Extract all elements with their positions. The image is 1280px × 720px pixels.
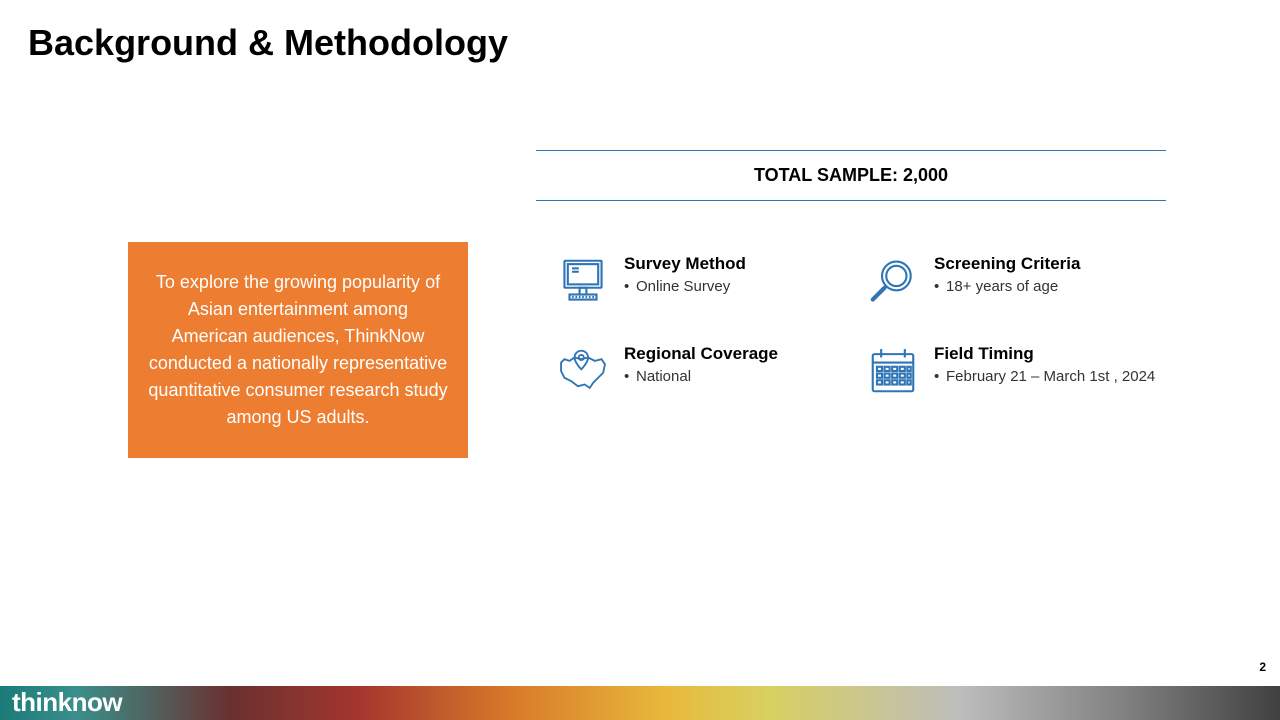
page-title: Background & Methodology bbox=[28, 22, 508, 64]
regional-label: Regional Coverage bbox=[624, 344, 778, 364]
methodology-grid: Survey Method Online Survey Screening Cr… bbox=[556, 254, 1196, 398]
cell-regional: Regional Coverage National bbox=[556, 344, 866, 398]
magnifier-icon bbox=[866, 254, 920, 308]
sample-header: TOTAL SAMPLE: 2,000 bbox=[536, 150, 1166, 201]
cell-screening: Screening Criteria 18+ years of age bbox=[866, 254, 1176, 308]
intro-callout: To explore the growing popularity of Asi… bbox=[128, 242, 468, 458]
calendar-icon bbox=[866, 344, 920, 398]
regional-value: National bbox=[624, 368, 778, 385]
screening-label: Screening Criteria bbox=[934, 254, 1080, 274]
cell-timing: Field Timing February 21 – March 1st , 2… bbox=[866, 344, 1176, 398]
footer-bar bbox=[0, 686, 1280, 720]
page-number: 2 bbox=[1259, 660, 1266, 674]
timing-value: February 21 – March 1st , 2024 bbox=[934, 368, 1155, 385]
computer-icon bbox=[556, 254, 610, 308]
intro-text: To explore the growing popularity of Asi… bbox=[148, 269, 448, 431]
survey-method-value: Online Survey bbox=[624, 278, 746, 295]
screening-value: 18+ years of age bbox=[934, 278, 1080, 295]
brand-logo: thinknow bbox=[12, 687, 122, 718]
timing-label: Field Timing bbox=[934, 344, 1155, 364]
cell-survey-method: Survey Method Online Survey bbox=[556, 254, 866, 308]
survey-method-label: Survey Method bbox=[624, 254, 746, 274]
map-pin-icon bbox=[556, 344, 610, 398]
